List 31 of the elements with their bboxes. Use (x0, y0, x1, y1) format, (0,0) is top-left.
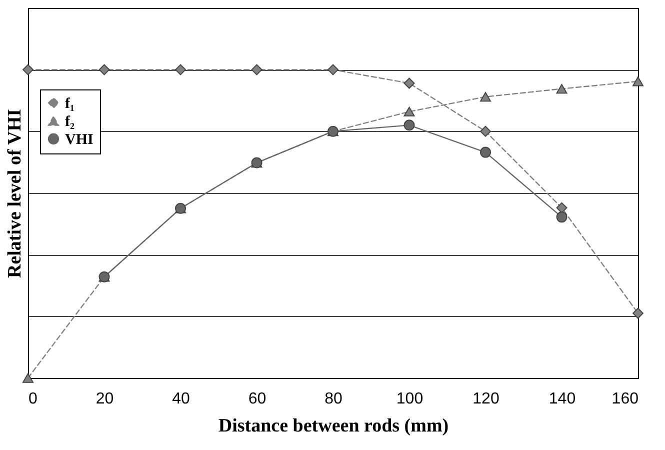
x-axis-title: Distance between rods (mm) (218, 416, 449, 436)
x-tick-label: 160 (612, 390, 639, 408)
x-tick-label: 120 (472, 390, 500, 408)
point (480, 92, 491, 102)
point (632, 308, 644, 319)
x-tick-label: 40 (172, 390, 190, 408)
point (22, 64, 34, 76)
point (404, 120, 415, 131)
x-tick-label: 60 (248, 390, 266, 408)
point (480, 126, 491, 137)
x-tick-label: 20 (96, 390, 114, 408)
x-tick-label: 100 (396, 390, 424, 408)
point (328, 64, 338, 76)
point (404, 78, 415, 89)
legend-label: f₂ (65, 114, 75, 130)
legend-label: f₁ (65, 96, 74, 112)
point (98, 64, 110, 76)
point (632, 76, 644, 86)
point (556, 202, 568, 214)
point (480, 146, 491, 158)
x-tick-label: 0 (28, 390, 38, 408)
y-axis-title: Relative level of VHI (4, 108, 26, 278)
point (175, 64, 186, 76)
point (556, 84, 568, 94)
point (556, 212, 568, 223)
point (251, 64, 262, 76)
point (404, 106, 415, 116)
legend-label: VHI (65, 132, 94, 148)
point (22, 373, 34, 383)
x-tick-label: 140 (548, 390, 576, 408)
x-tick-label: 80 (324, 390, 342, 408)
